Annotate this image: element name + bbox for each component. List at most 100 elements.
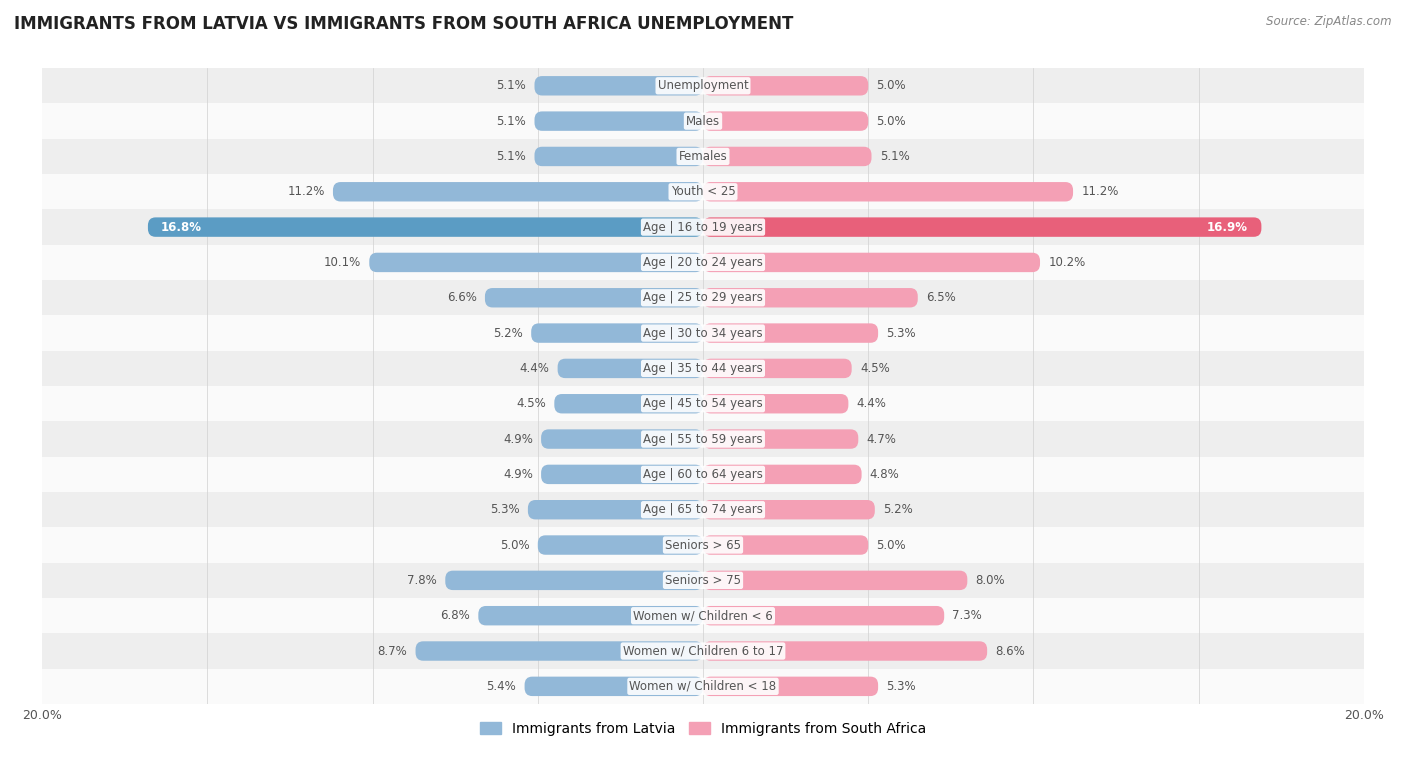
Text: Age | 25 to 29 years: Age | 25 to 29 years <box>643 291 763 304</box>
FancyBboxPatch shape <box>703 535 868 555</box>
Text: Women w/ Children 6 to 17: Women w/ Children 6 to 17 <box>623 644 783 658</box>
FancyBboxPatch shape <box>703 429 858 449</box>
Bar <box>42 68 1364 104</box>
Text: 4.4%: 4.4% <box>856 397 887 410</box>
Text: Age | 20 to 24 years: Age | 20 to 24 years <box>643 256 763 269</box>
FancyBboxPatch shape <box>703 606 945 625</box>
Text: 5.0%: 5.0% <box>876 114 905 128</box>
Text: 5.4%: 5.4% <box>486 680 516 693</box>
Text: 4.4%: 4.4% <box>519 362 550 375</box>
Text: IMMIGRANTS FROM LATVIA VS IMMIGRANTS FROM SOUTH AFRICA UNEMPLOYMENT: IMMIGRANTS FROM LATVIA VS IMMIGRANTS FRO… <box>14 15 793 33</box>
Bar <box>42 634 1364 668</box>
Text: 8.7%: 8.7% <box>378 644 408 658</box>
Text: 5.2%: 5.2% <box>883 503 912 516</box>
Text: 11.2%: 11.2% <box>1081 185 1119 198</box>
Text: 5.3%: 5.3% <box>886 326 915 340</box>
FancyBboxPatch shape <box>527 500 703 519</box>
Text: 5.0%: 5.0% <box>876 538 905 552</box>
FancyBboxPatch shape <box>703 571 967 590</box>
Bar <box>42 562 1364 598</box>
Text: 7.3%: 7.3% <box>952 609 983 622</box>
FancyBboxPatch shape <box>485 288 703 307</box>
Text: 8.0%: 8.0% <box>976 574 1005 587</box>
FancyBboxPatch shape <box>541 429 703 449</box>
FancyBboxPatch shape <box>446 571 703 590</box>
Text: Source: ZipAtlas.com: Source: ZipAtlas.com <box>1267 15 1392 28</box>
FancyBboxPatch shape <box>703 500 875 519</box>
FancyBboxPatch shape <box>558 359 703 378</box>
Text: Females: Females <box>679 150 727 163</box>
Bar <box>42 210 1364 245</box>
Text: 16.8%: 16.8% <box>162 220 202 234</box>
Text: 7.8%: 7.8% <box>408 574 437 587</box>
FancyBboxPatch shape <box>534 76 703 95</box>
FancyBboxPatch shape <box>703 465 862 484</box>
Text: 5.3%: 5.3% <box>886 680 915 693</box>
Text: 5.0%: 5.0% <box>501 538 530 552</box>
FancyBboxPatch shape <box>703 76 868 95</box>
FancyBboxPatch shape <box>524 677 703 696</box>
Text: 4.9%: 4.9% <box>503 432 533 446</box>
FancyBboxPatch shape <box>333 182 703 201</box>
Bar <box>42 139 1364 174</box>
Text: 4.5%: 4.5% <box>516 397 546 410</box>
Bar <box>42 598 1364 634</box>
Text: 4.7%: 4.7% <box>866 432 897 446</box>
FancyBboxPatch shape <box>554 394 703 413</box>
Text: 11.2%: 11.2% <box>287 185 325 198</box>
Text: 6.8%: 6.8% <box>440 609 470 622</box>
Text: Age | 30 to 34 years: Age | 30 to 34 years <box>643 326 763 340</box>
FancyBboxPatch shape <box>703 641 987 661</box>
FancyBboxPatch shape <box>703 182 1073 201</box>
FancyBboxPatch shape <box>703 394 848 413</box>
FancyBboxPatch shape <box>703 359 852 378</box>
Text: 4.8%: 4.8% <box>870 468 900 481</box>
Text: Youth < 25: Youth < 25 <box>671 185 735 198</box>
Text: 6.5%: 6.5% <box>927 291 956 304</box>
Text: Males: Males <box>686 114 720 128</box>
Legend: Immigrants from Latvia, Immigrants from South Africa: Immigrants from Latvia, Immigrants from … <box>474 716 932 742</box>
FancyBboxPatch shape <box>703 111 868 131</box>
FancyBboxPatch shape <box>703 677 879 696</box>
Text: 6.6%: 6.6% <box>447 291 477 304</box>
Text: 5.0%: 5.0% <box>876 79 905 92</box>
Bar <box>42 245 1364 280</box>
Bar <box>42 492 1364 528</box>
FancyBboxPatch shape <box>478 606 703 625</box>
Text: Seniors > 75: Seniors > 75 <box>665 574 741 587</box>
Text: Age | 55 to 59 years: Age | 55 to 59 years <box>643 432 763 446</box>
Bar <box>42 386 1364 422</box>
FancyBboxPatch shape <box>370 253 703 273</box>
Text: 5.3%: 5.3% <box>491 503 520 516</box>
FancyBboxPatch shape <box>541 465 703 484</box>
FancyBboxPatch shape <box>703 217 1261 237</box>
Text: Seniors > 65: Seniors > 65 <box>665 538 741 552</box>
Bar <box>42 350 1364 386</box>
Bar <box>42 528 1364 562</box>
Bar <box>42 174 1364 210</box>
Text: Age | 65 to 74 years: Age | 65 to 74 years <box>643 503 763 516</box>
Text: 5.1%: 5.1% <box>880 150 910 163</box>
FancyBboxPatch shape <box>534 147 703 167</box>
FancyBboxPatch shape <box>703 288 918 307</box>
Text: Unemployment: Unemployment <box>658 79 748 92</box>
Text: Age | 60 to 64 years: Age | 60 to 64 years <box>643 468 763 481</box>
FancyBboxPatch shape <box>534 111 703 131</box>
Bar <box>42 456 1364 492</box>
FancyBboxPatch shape <box>537 535 703 555</box>
Text: Age | 45 to 54 years: Age | 45 to 54 years <box>643 397 763 410</box>
Text: 5.1%: 5.1% <box>496 150 526 163</box>
Text: Age | 16 to 19 years: Age | 16 to 19 years <box>643 220 763 234</box>
Bar <box>42 280 1364 316</box>
FancyBboxPatch shape <box>703 253 1040 273</box>
Text: Women w/ Children < 18: Women w/ Children < 18 <box>630 680 776 693</box>
FancyBboxPatch shape <box>416 641 703 661</box>
Text: 10.2%: 10.2% <box>1049 256 1085 269</box>
Text: 4.5%: 4.5% <box>860 362 890 375</box>
Text: 5.1%: 5.1% <box>496 79 526 92</box>
Text: 4.9%: 4.9% <box>503 468 533 481</box>
Text: Age | 35 to 44 years: Age | 35 to 44 years <box>643 362 763 375</box>
Text: 5.1%: 5.1% <box>496 114 526 128</box>
FancyBboxPatch shape <box>148 217 703 237</box>
Text: 10.1%: 10.1% <box>323 256 361 269</box>
